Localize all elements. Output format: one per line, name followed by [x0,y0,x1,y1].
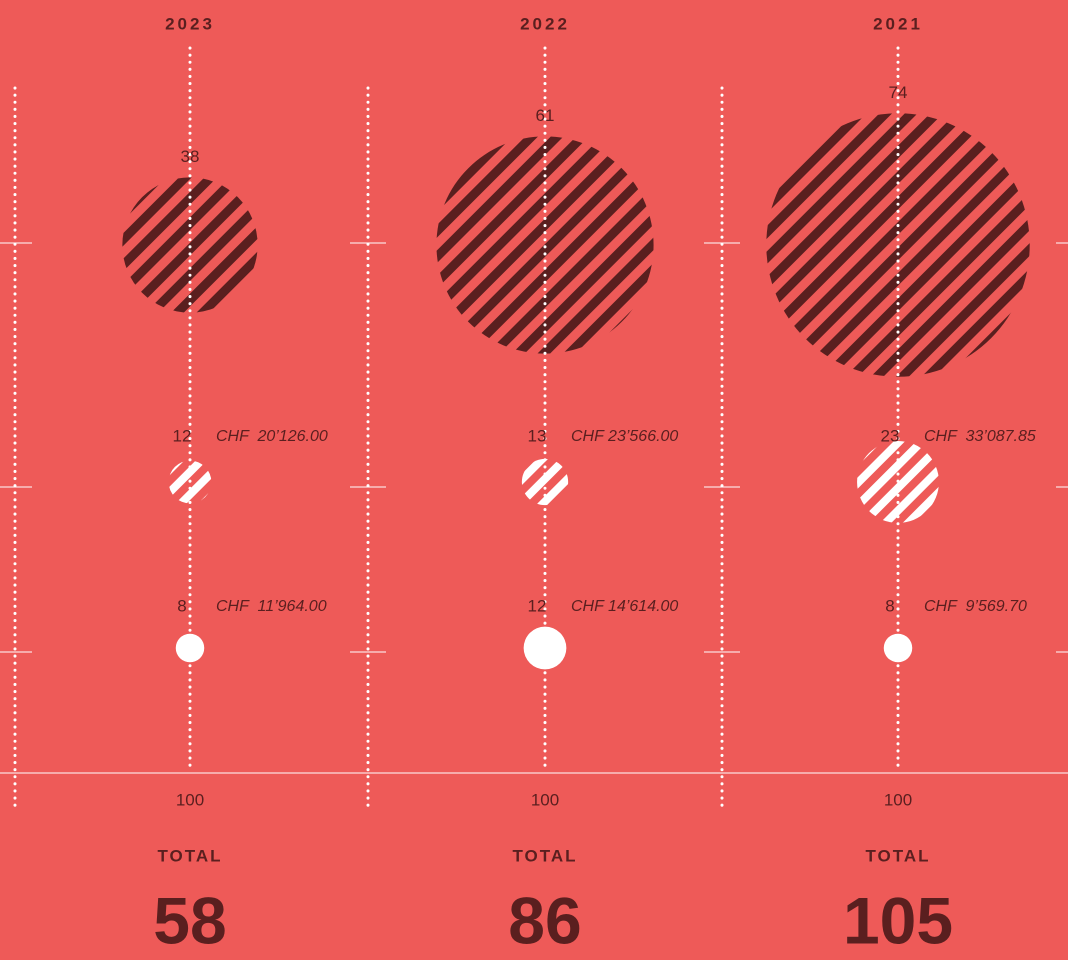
bottom-value: 100 [884,790,912,809]
count-label: 12 [173,426,192,445]
amount-label: CHF 23’566.00 [571,428,678,445]
count-label: 61 [536,106,555,125]
bubble [883,633,913,663]
guides [0,46,1068,812]
amount-label: CHF 11’964.00 [216,598,327,615]
amount-label: CHF 9’569.70 [924,598,1027,615]
count-label: 38 [181,147,200,166]
bubble [175,633,205,663]
total-value: 105 [843,883,953,957]
amount-label: CHF 33’087.85 [924,428,1036,445]
total-label: TOTAL [512,846,577,865]
bottom-value: 100 [176,790,204,809]
total-value: 86 [508,883,581,957]
count-label: 74 [889,83,908,102]
bubble [436,136,654,354]
year-label: 2022 [520,14,570,33]
bubble [523,626,567,670]
year-label: 2023 [165,14,215,33]
count-label: 13 [528,426,547,445]
bottom-value: 100 [531,790,559,809]
bubbles [122,113,1030,670]
count-label: 8 [885,596,894,615]
total-label: TOTAL [865,846,930,865]
bubble [766,113,1030,377]
bubble [122,177,258,313]
total-label: TOTAL [157,846,222,865]
amount-label: CHF 14’614.00 [571,598,678,615]
count-label: 8 [177,596,186,615]
total-value: 58 [153,883,226,957]
amount-label: CHF 20’126.00 [216,428,328,445]
count-label: 12 [528,596,547,615]
count-label: 23 [881,426,900,445]
year-label: 2021 [873,14,923,33]
